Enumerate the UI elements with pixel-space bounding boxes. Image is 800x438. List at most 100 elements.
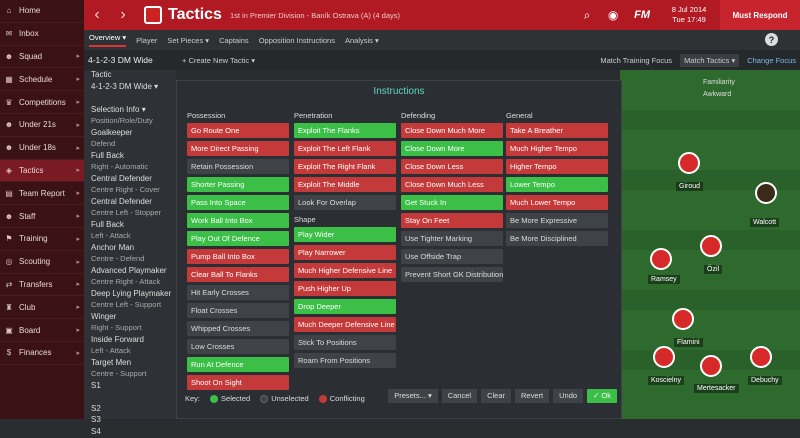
instruction-button[interactable]: Take A Breather (506, 123, 608, 138)
role-row: Left - Attack (84, 231, 176, 243)
instruction-button[interactable]: Use Offside Trap (401, 249, 503, 264)
player-token[interactable] (700, 355, 722, 377)
legend-conflicting: Conflicting (330, 394, 365, 403)
sidebar-item-finances[interactable]: $Finances▸ (0, 342, 84, 365)
tab-1[interactable]: Player (136, 36, 157, 45)
role-row: Centre - Support (84, 369, 176, 381)
instruction-button[interactable]: Close Down Much Less (401, 177, 503, 192)
player-token[interactable] (750, 346, 772, 368)
instruction-button[interactable]: More Direct Passing (187, 141, 289, 156)
tab-4[interactable]: Opposition Instructions (259, 36, 335, 45)
instruction-button[interactable]: Retain Possession (187, 159, 289, 174)
selected-dot-icon (210, 395, 218, 403)
sidebar-item-board[interactable]: ▣Board▸ (0, 319, 84, 342)
instruction-button[interactable]: Lower Tempo (506, 177, 608, 192)
instruction-button[interactable]: Look For Overlap (294, 195, 396, 210)
cancel-button[interactable]: Cancel (442, 389, 477, 403)
instruction-button[interactable]: Exploit The Middle (294, 177, 396, 192)
instruction-button[interactable]: Be More Expressive (506, 213, 608, 228)
sidebar-item-scouting[interactable]: ◎Scouting▸ (0, 251, 84, 274)
sidebar-item-schedule[interactable]: ▦Schedule▸ (0, 68, 84, 91)
revert-button[interactable]: Revert (515, 389, 549, 403)
instruction-button[interactable]: Low Crosses (187, 339, 289, 354)
instruction-button[interactable]: Be More Disciplined (506, 231, 608, 246)
instruction-button[interactable]: Much Lower Tempo (506, 195, 608, 210)
players-icon: ☻ (3, 119, 15, 131)
instruction-button[interactable]: Float Crosses (187, 303, 289, 318)
match-tactics-button[interactable]: Match Tactics ▾ (680, 54, 739, 67)
sidebar-item-competitions[interactable]: ♛Competitions▸ (0, 91, 84, 114)
player-token[interactable] (678, 152, 700, 174)
fm-logo[interactable]: FM (634, 9, 650, 21)
sidebar-item-under-21s[interactable]: ☻Under 21s▸ (0, 114, 84, 137)
tab-3[interactable]: Captains (219, 36, 249, 45)
formation-select[interactable]: 4-1-2-3 DM Wide (84, 55, 174, 65)
instruction-button[interactable]: Much Higher Defensive Line (294, 263, 396, 278)
change-focus-button[interactable]: Change Focus (747, 56, 796, 65)
sidebar-item-home[interactable]: ⌂Home (0, 0, 84, 23)
presets-button[interactable]: Presets... ▾ (388, 389, 438, 403)
tab-0[interactable]: Overview ▾ (89, 33, 126, 47)
sidebar-item-staff[interactable]: ☻Staff▸ (0, 205, 84, 228)
instruction-button[interactable]: Work Ball Into Box (187, 213, 289, 228)
instruction-button[interactable]: Stick To Positions (294, 335, 396, 350)
player-token[interactable] (672, 308, 694, 330)
instruction-button[interactable]: Much Higher Tempo (506, 141, 608, 156)
player-token[interactable] (650, 248, 672, 270)
help-icon[interactable]: ? (765, 33, 778, 46)
instruction-button[interactable]: Run At Defence (187, 357, 289, 372)
sidebar-item-inbox[interactable]: ✉Inbox (0, 23, 84, 46)
instruction-button[interactable]: Get Stuck In (401, 195, 503, 210)
instruction-button[interactable]: Roam From Positions (294, 353, 396, 368)
sidebar-item-club[interactable]: ♜Club▸ (0, 296, 84, 319)
globe-icon[interactable]: ◉ (600, 0, 626, 30)
sidebar-item-tactics[interactable]: ◈Tactics▸ (0, 160, 84, 183)
sub-navigation: Overview ▾ Player Set Pieces ▾ Captains Oppo… (84, 30, 800, 50)
instruction-button[interactable]: Clear Ball To Flanks (187, 267, 289, 282)
role-row: S3 (84, 415, 176, 427)
create-tactic-button[interactable]: + Create New Tactic ▾ (182, 56, 255, 65)
instruction-button[interactable]: Higher Tempo (506, 159, 608, 174)
instruction-button[interactable]: Hit Early Crosses (187, 285, 289, 300)
sidebar-item-training[interactable]: ⚑Training▸ (0, 228, 84, 251)
instruction-button[interactable]: Shoot On Sight (187, 375, 289, 390)
instruction-button[interactable]: Use Tighter Marking (401, 231, 503, 246)
back-icon[interactable]: ‹ (84, 0, 110, 30)
instruction-button[interactable]: Stay On Feet (401, 213, 503, 228)
instruction-button[interactable]: Drop Deeper (294, 299, 396, 314)
player-token[interactable] (653, 346, 675, 368)
instruction-button[interactable]: Close Down Much More (401, 123, 503, 138)
sidebar-item-squad[interactable]: ☻Squad▸ (0, 46, 84, 69)
player-token[interactable] (700, 235, 722, 257)
sidebar-item-team-report[interactable]: ▤Team Report▸ (0, 182, 84, 205)
tab-5[interactable]: Analysis ▾ (345, 36, 379, 45)
player-name: Debuchy (748, 376, 782, 385)
instruction-button[interactable]: Close Down More (401, 141, 503, 156)
instruction-button[interactable]: Go Route One (187, 123, 289, 138)
sidebar-item-transfers[interactable]: ⇄Transfers▸ (0, 274, 84, 297)
player-token[interactable] (755, 182, 777, 204)
instruction-button[interactable]: Play Narrower (294, 245, 396, 260)
instruction-button[interactable]: Push Higher Up (294, 281, 396, 296)
instruction-button[interactable]: Pass Into Space (187, 195, 289, 210)
undo-button[interactable]: Undo (553, 389, 583, 403)
instruction-button[interactable]: Exploit The Right Flank (294, 159, 396, 174)
search-icon[interactable]: ⌕ (574, 0, 600, 30)
instruction-button[interactable]: Shorter Passing (187, 177, 289, 192)
instruction-button[interactable]: Pump Ball Into Box (187, 249, 289, 264)
forward-icon[interactable]: › (110, 0, 136, 30)
instruction-button[interactable]: Much Deeper Defensive Line (294, 317, 396, 332)
sidebar-item-under-18s[interactable]: ☻Under 18s▸ (0, 137, 84, 160)
ok-button[interactable]: ✓ Ok (587, 389, 617, 403)
instruction-button[interactable]: Exploit The Left Flank (294, 141, 396, 156)
continue-button[interactable]: Must Respond (720, 0, 800, 30)
tab-2[interactable]: Set Pieces ▾ (167, 36, 209, 45)
instruction-button[interactable]: Exploit The Flanks (294, 123, 396, 138)
instruction-button[interactable]: Close Down Less (401, 159, 503, 174)
clear-button[interactable]: Clear (481, 389, 511, 403)
instruction-button[interactable]: Play Wider (294, 227, 396, 242)
instruction-button[interactable]: Play Out Of Defence (187, 231, 289, 246)
instruction-button[interactable]: Prevent Short GK Distribution (401, 267, 503, 282)
instruction-button[interactable]: Whipped Crosses (187, 321, 289, 336)
